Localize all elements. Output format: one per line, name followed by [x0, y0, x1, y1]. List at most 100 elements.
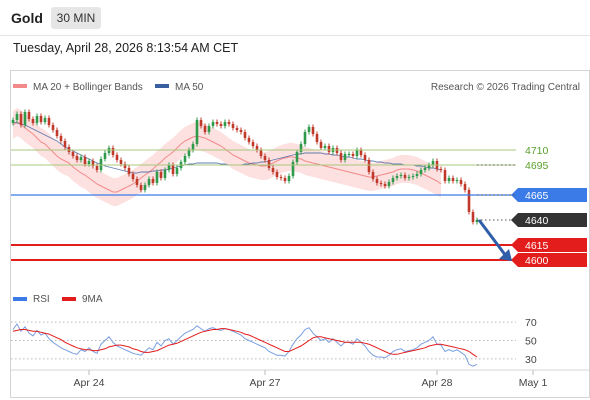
x-tick-label: Apr 27 — [250, 377, 281, 389]
candle-body — [207, 126, 211, 132]
candle-body — [251, 142, 255, 146]
level-4640-label: 4640 — [525, 215, 549, 227]
candle-body — [119, 160, 123, 164]
top-bar: Gold 30 MIN — [0, 0, 590, 36]
price-pane — [11, 108, 479, 225]
candle-body — [39, 116, 43, 122]
rsi-legend-swatch — [13, 297, 27, 301]
candle-body — [215, 122, 219, 124]
candle-body — [211, 122, 215, 126]
x-tick-label: May 1 — [519, 377, 548, 389]
candle-body — [455, 180, 459, 181]
x-tick-label: Apr 28 — [422, 377, 453, 389]
candle-body — [111, 148, 115, 155]
candle-body — [27, 112, 31, 119]
level-4665-label: 4665 — [525, 190, 549, 202]
candle-body — [471, 212, 475, 222]
candle-body — [371, 172, 375, 179]
research-credit: Research © 2026 Trading Central — [431, 82, 580, 93]
x-tick-label: Apr 24 — [74, 377, 105, 389]
candle-body — [407, 177, 411, 178]
candle-body — [155, 172, 159, 183]
candle-body — [363, 155, 367, 160]
candle-body — [187, 150, 191, 156]
timeframe-button[interactable]: 30 MIN — [51, 7, 101, 29]
candle-body — [163, 170, 167, 178]
candle-body — [319, 142, 323, 148]
candle-body — [235, 128, 239, 130]
candle-body — [35, 116, 39, 123]
level-4615-label: 4615 — [525, 240, 549, 252]
candle-body — [295, 152, 299, 162]
candle-body — [91, 161, 95, 166]
forecast-arrow-head — [499, 249, 512, 261]
candle-body — [375, 179, 379, 183]
rsi-line — [12, 323, 478, 367]
forecast-arrow-shaft — [477, 219, 508, 257]
timestamp-label: Tuesday, April 28, 2026 8:13:54 AM CET — [13, 41, 239, 55]
candle-body — [291, 162, 295, 176]
candle-body — [103, 153, 107, 159]
candle-body — [247, 138, 251, 142]
candle-body — [135, 179, 139, 185]
chart-legend: MA 20 + Bollinger Bands MA 50 Research ©… — [13, 82, 580, 305]
candle-body — [175, 168, 179, 174]
candle-body — [191, 144, 195, 150]
rsi-tick-50: 50 — [525, 336, 537, 348]
candle-body — [63, 141, 67, 147]
candle-body — [71, 152, 75, 156]
candle-body — [323, 146, 327, 148]
candle-body — [95, 166, 99, 170]
candle-body — [263, 156, 267, 160]
candle-body — [287, 176, 291, 181]
candle-body — [59, 136, 63, 141]
candle-body — [379, 183, 383, 184]
candle-body — [299, 144, 303, 152]
candle-body — [359, 150, 363, 155]
candle-body — [411, 176, 415, 177]
candle-body — [195, 120, 199, 144]
candle-body — [475, 220, 479, 222]
candle-body — [451, 178, 455, 181]
candle-body — [167, 165, 171, 170]
candle-body — [199, 120, 203, 126]
candle-body — [271, 168, 275, 172]
candle-body — [459, 180, 463, 184]
rsi-legend-label: RSI — [33, 294, 50, 305]
level-4640-tag — [511, 213, 587, 227]
ma20-legend-swatch — [13, 84, 27, 88]
candle-body — [55, 130, 59, 136]
candle-body — [415, 174, 419, 176]
candle-body — [43, 118, 47, 122]
candle-body — [387, 182, 391, 186]
candle-body — [383, 184, 387, 186]
candle-body — [315, 134, 319, 142]
candle-body — [275, 172, 279, 177]
candle-body — [31, 119, 35, 123]
candle-body — [131, 174, 135, 179]
candle-body — [123, 164, 127, 168]
level-4600-tag — [511, 253, 587, 267]
candle-body — [339, 153, 343, 160]
candle-body — [327, 146, 331, 152]
candle-body — [47, 118, 51, 125]
candle-body — [139, 185, 143, 190]
rsi-tick-70: 70 — [525, 317, 537, 329]
level-4615-tag — [511, 238, 587, 252]
candle-body — [395, 176, 399, 178]
candle-body — [151, 179, 155, 183]
instrument-title: Gold — [11, 10, 43, 26]
candle-body — [307, 127, 311, 132]
candle-body — [159, 172, 163, 178]
candle-body — [87, 161, 91, 164]
candle-body — [183, 156, 187, 162]
candle-body — [467, 190, 471, 212]
candle-body — [143, 185, 147, 190]
candle-body — [427, 165, 431, 168]
candle-body — [343, 154, 347, 160]
candle-body — [115, 155, 119, 160]
header-divider — [0, 35, 590, 36]
bollinger-band — [13, 108, 441, 206]
rsi-ma-legend-label: 9MA — [82, 294, 103, 305]
